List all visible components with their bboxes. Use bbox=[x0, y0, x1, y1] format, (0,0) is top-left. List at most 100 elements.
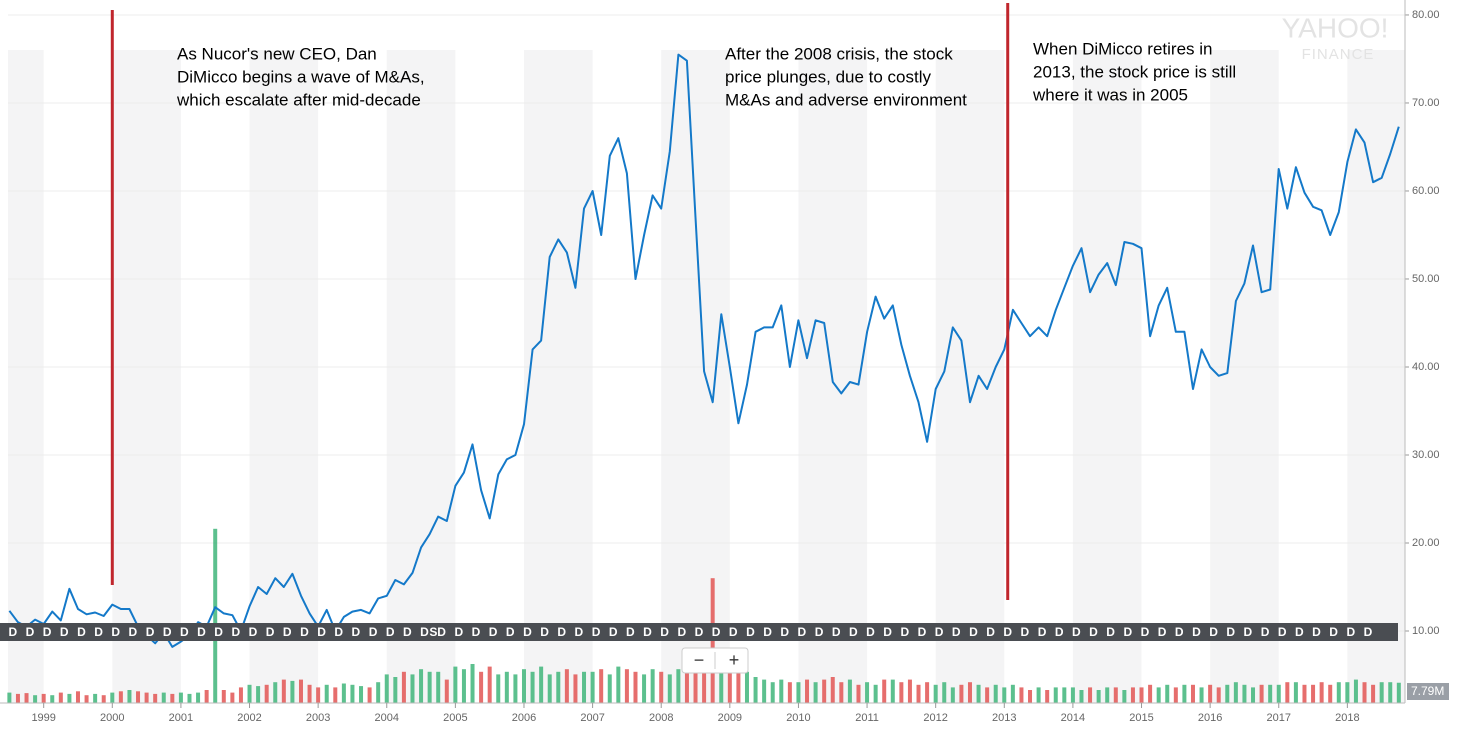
volume-bar bbox=[582, 671, 587, 703]
volume-bar bbox=[1225, 684, 1230, 703]
y-tick-label: 80.00 bbox=[1412, 9, 1440, 21]
volume-bar bbox=[256, 686, 261, 703]
volume-bar bbox=[779, 679, 784, 703]
volume-bar bbox=[607, 674, 612, 703]
volume-bar bbox=[118, 691, 123, 703]
volume bbox=[7, 528, 1401, 703]
year-band bbox=[661, 50, 730, 703]
volume-bar bbox=[384, 674, 389, 703]
volume-bar bbox=[7, 692, 12, 703]
volume-bar bbox=[1130, 687, 1135, 703]
year-band bbox=[8, 50, 44, 703]
dividend-marker: D bbox=[1175, 625, 1184, 639]
volume-bar bbox=[805, 679, 810, 703]
volume-bar bbox=[1139, 687, 1144, 703]
dividend-marker: D bbox=[403, 625, 412, 639]
volume-bar bbox=[1259, 684, 1264, 703]
dividend-marker: D bbox=[1312, 625, 1321, 639]
zoom-out[interactable]: − bbox=[694, 650, 705, 670]
volume-bar bbox=[290, 680, 295, 703]
volume-bar bbox=[230, 692, 235, 703]
dividend-marker: D bbox=[1295, 625, 1304, 639]
volume-bar bbox=[127, 690, 132, 703]
year-band bbox=[1210, 50, 1279, 703]
volume-bar bbox=[1062, 687, 1067, 703]
dividend-marker: D bbox=[352, 625, 361, 639]
volume-label-box bbox=[1407, 683, 1449, 700]
volume-bar bbox=[530, 671, 535, 703]
volume-bar bbox=[650, 669, 655, 703]
volume-bar bbox=[15, 693, 20, 703]
x-tick-label: 2006 bbox=[512, 712, 536, 724]
dividend-marker: D bbox=[111, 625, 120, 639]
volume-bar bbox=[350, 684, 355, 703]
volume-bar bbox=[1208, 684, 1213, 703]
x-tick-label: 2000 bbox=[100, 712, 124, 724]
dividend-marker: D bbox=[1346, 625, 1355, 639]
volume-bar bbox=[1268, 684, 1273, 703]
dividend-marker: D bbox=[1364, 625, 1373, 639]
y-tick-label: 60.00 bbox=[1412, 185, 1440, 197]
volume-bar bbox=[684, 666, 689, 703]
volume-bar bbox=[856, 684, 861, 703]
volume-bar bbox=[916, 684, 921, 703]
annotation: When DiMicco retires in bbox=[1033, 39, 1213, 58]
volume-bar bbox=[1036, 687, 1041, 703]
volume-bar bbox=[187, 693, 192, 703]
dividend-marker: D bbox=[557, 625, 566, 639]
volume-bar bbox=[1165, 684, 1170, 703]
volume-bar bbox=[461, 669, 466, 703]
dividend-marker: D bbox=[575, 625, 584, 639]
dividend-marker: D bbox=[1072, 625, 1081, 639]
dividend-marker: D bbox=[1089, 625, 1098, 639]
dividend-marker: D bbox=[369, 625, 378, 639]
volume-bar bbox=[1148, 684, 1153, 703]
volume-bar bbox=[1173, 687, 1178, 703]
volume-bar bbox=[1276, 684, 1281, 703]
x-tick-label: 2001 bbox=[169, 712, 193, 724]
volume-bar bbox=[487, 666, 492, 703]
volume-bar bbox=[307, 684, 312, 703]
volume-bar bbox=[976, 684, 981, 703]
zoom-in[interactable]: + bbox=[729, 650, 740, 670]
volume-bar bbox=[281, 679, 286, 703]
volume-bar bbox=[907, 679, 912, 703]
year-band bbox=[386, 50, 456, 703]
dividend-marker: D bbox=[43, 625, 52, 639]
x-tick-label: 2008 bbox=[649, 712, 673, 724]
dividend-marker: D bbox=[866, 625, 875, 639]
dividend-marker: D bbox=[1021, 625, 1030, 639]
dividend-marker: D bbox=[643, 625, 652, 639]
volume-bar bbox=[24, 693, 29, 703]
volume-bar bbox=[1070, 687, 1075, 703]
volume-bar bbox=[316, 687, 321, 703]
dividend-marker: D bbox=[8, 625, 17, 639]
dividend-marker: D bbox=[523, 625, 532, 639]
dividend-marker: D bbox=[300, 625, 309, 639]
y-tick-label: 10.00 bbox=[1412, 625, 1440, 637]
volume-bar bbox=[1319, 682, 1324, 703]
volume-bar bbox=[556, 671, 561, 703]
zoom-controls: − + bbox=[681, 647, 749, 674]
volume-bar bbox=[33, 695, 38, 703]
volume-bar bbox=[1293, 682, 1298, 703]
volume-bar bbox=[847, 679, 852, 703]
dividend-marker: D bbox=[540, 625, 549, 639]
dividend-marker: D bbox=[952, 625, 961, 639]
dividend-marker: D bbox=[214, 625, 223, 639]
dividend-marker: D bbox=[1226, 625, 1235, 639]
volume-bar bbox=[1088, 687, 1093, 703]
volume-bar bbox=[796, 682, 801, 703]
volume-bar bbox=[967, 682, 972, 703]
watermark: YAHOO! bbox=[1282, 12, 1389, 43]
volume-bar bbox=[925, 682, 930, 703]
volume-bar bbox=[359, 686, 364, 703]
volume-bar bbox=[298, 679, 303, 703]
volume-bar bbox=[1096, 690, 1101, 703]
volume-bar bbox=[204, 690, 209, 703]
dividend-marker: D bbox=[386, 625, 395, 639]
x-tick-label: 2016 bbox=[1198, 712, 1222, 724]
dividend-marker: D bbox=[798, 625, 807, 639]
volume-bar bbox=[419, 669, 424, 703]
year-band bbox=[1072, 50, 1142, 703]
